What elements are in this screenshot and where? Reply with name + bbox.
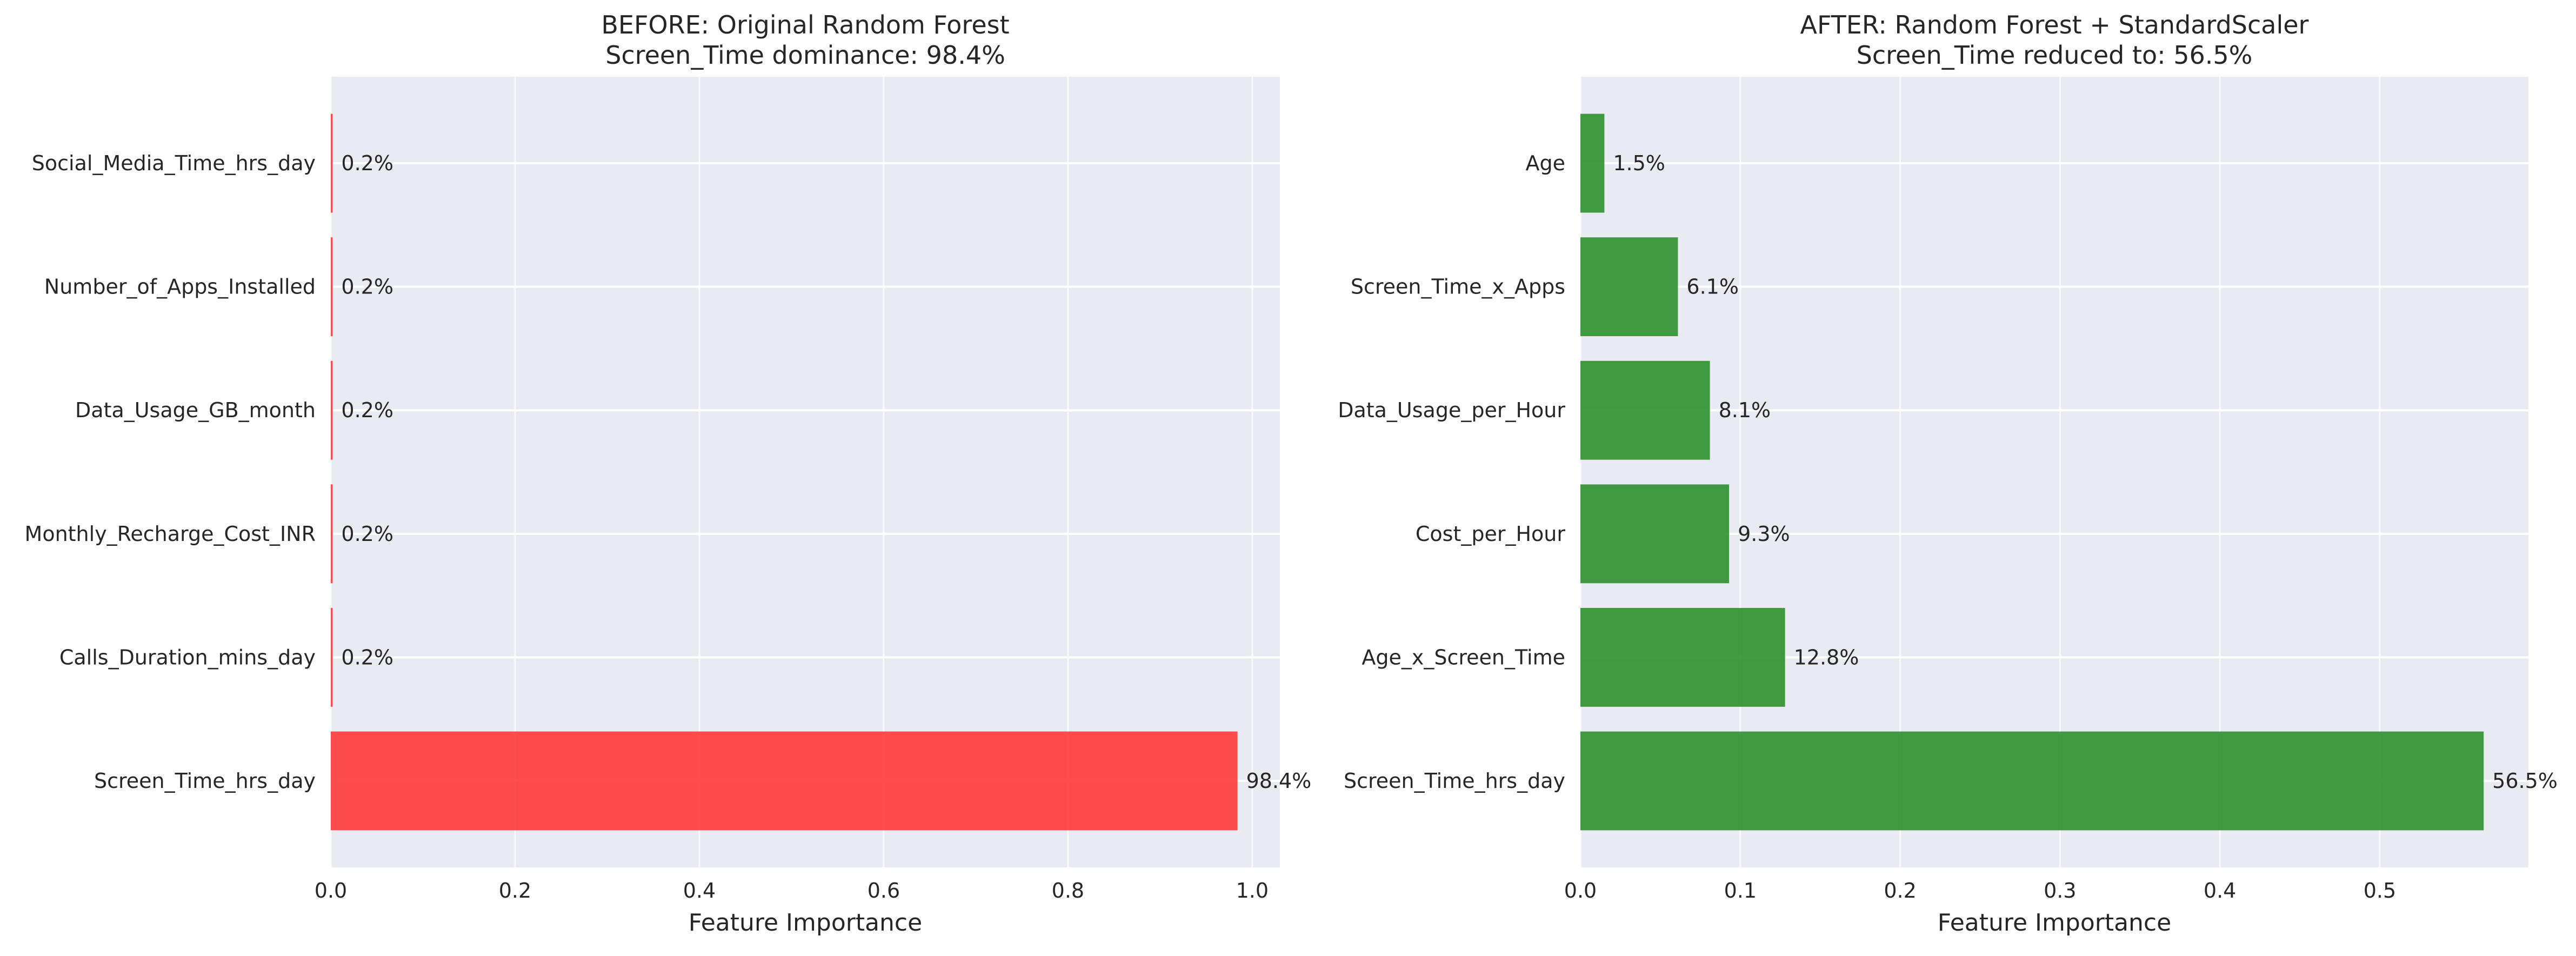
after-data-label: 9.3% [1738,522,1790,546]
before-chart-title: BEFORE: Original Random Forest [601,10,1009,39]
after-data-label: 1.5% [1613,151,1665,175]
after-data-label: 56.5% [2492,769,2558,793]
after-bar [1580,731,2484,831]
after-category-labels: Screen_Time_hrs_day Age_x_Screen_Time Cost… [1338,151,1565,793]
after-x-axis-label: Feature Importance [1938,909,2171,937]
after-category-label: Data_Usage_per_Hour [1338,398,1565,422]
after-category-label: Age [1526,151,1566,175]
before-x-tick-label: 0.6 [867,879,900,902]
before-bar [331,731,1238,831]
before-category-label: Data_Usage_GB_month [75,398,316,422]
before-chart-subtitle: Screen_Time dominance: 98.4% [605,41,1005,70]
after-bar [1580,360,1710,460]
after-bar [1580,484,1730,584]
after-chart-title: AFTER: Random Forest + StandardScaler [1800,10,2309,39]
before-bar [331,484,333,584]
before-data-label: 0.2% [341,275,393,299]
before-data-label: 0.2% [341,645,393,669]
before-x-tick-label: 0.4 [683,879,716,902]
before-x-tick-label: 0.8 [1052,879,1084,902]
before-data-label: 98.4% [1246,769,1312,793]
before-x-tick-label: 1.0 [1236,879,1269,902]
before-data-label: 0.2% [341,522,393,546]
before-x-axis-label: Feature Importance [689,909,922,937]
after-bars [1580,113,2484,831]
after-x-tick-label: 0.4 [2204,879,2236,902]
before-category-label: Screen_Time_hrs_day [94,769,316,793]
before-data-labels: 98.4% 0.2% 0.2% 0.2% 0.2% 0.2% [341,151,1311,793]
after-chart-panel: AFTER: Random Forest + StandardScaler Sc… [1338,10,2558,937]
before-data-label: 0.2% [341,151,393,175]
before-bar [331,237,333,337]
after-data-labels: 56.5% 12.8% 9.3% 8.1% 6.1% 1.5% [1613,151,2558,793]
after-data-label: 12.8% [1794,645,1859,669]
before-bar [331,607,333,707]
before-bar [331,360,333,460]
after-category-label: Cost_per_Hour [1416,522,1566,546]
before-category-label: Number_of_Apps_Installed [44,275,316,299]
before-x-tick-labels: 0.0 0.2 0.4 0.6 0.8 1.0 [315,879,1269,902]
after-x-tick-label: 0.3 [2044,879,2076,902]
after-bar [1580,607,1785,707]
before-data-label: 0.2% [341,398,393,422]
before-category-labels: Screen_Time_hrs_day Calls_Duration_mins_d… [25,151,316,793]
before-chart-panel: BEFORE: Original Random Forest Screen_Ti… [25,10,1312,937]
after-x-tick-label: 0.0 [1564,879,1597,902]
after-bar [1580,113,1605,213]
after-data-label: 8.1% [1719,398,1771,422]
after-x-tick-label: 0.1 [1724,879,1757,902]
before-category-label: Monthly_Recharge_Cost_INR [25,522,316,546]
after-category-label: Screen_Time_hrs_day [1344,769,1565,793]
after-bar [1580,237,1678,337]
before-bar [331,113,333,213]
before-x-tick-label: 0.0 [315,879,347,902]
after-x-tick-label: 0.2 [1884,879,1916,902]
after-chart-subtitle: Screen_Time reduced to: 56.5% [1857,41,2253,70]
after-category-label: Screen_Time_x_Apps [1351,275,1565,299]
before-bars [331,113,1238,831]
before-category-label: Social_Media_Time_hrs_day [32,151,316,175]
before-x-tick-label: 0.2 [499,879,531,902]
before-gridlines [330,77,1280,867]
after-data-label: 6.1% [1686,275,1739,299]
after-category-label: Age_x_Screen_Time [1362,645,1565,669]
after-x-tick-labels: 0.0 0.1 0.2 0.3 0.4 0.5 [1564,879,2396,902]
after-x-tick-label: 0.5 [2364,879,2396,902]
before-category-label: Calls_Duration_mins_day [59,645,316,669]
